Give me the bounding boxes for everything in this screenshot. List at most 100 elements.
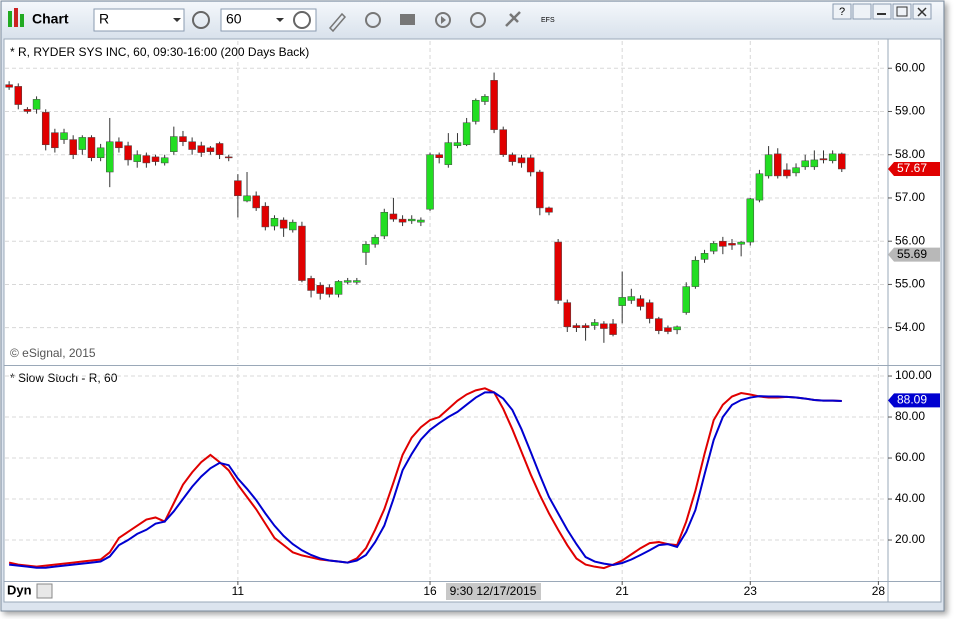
y-tick-label: 80.00 — [895, 409, 925, 423]
maximize-glyph[interactable] — [896, 6, 908, 17]
price-badge-label: 57.67 — [897, 161, 927, 175]
candle-body — [554, 241, 562, 301]
candle-body — [371, 237, 379, 245]
y-tick-label: 60.00 — [895, 450, 925, 464]
stoch-line — [8, 387, 842, 570]
minimize-button[interactable] — [872, 3, 892, 20]
help-button-label[interactable]: ? — [839, 6, 845, 18]
x-tick-label: 16 — [423, 584, 437, 598]
candle-body — [636, 298, 645, 307]
x-tick-label: 28 — [872, 584, 886, 598]
candle-body — [590, 322, 599, 326]
candle-body — [5, 84, 13, 88]
candle-body — [69, 139, 77, 155]
candle-body — [261, 205, 270, 228]
chart-icon — [8, 11, 12, 27]
minimize-glyph[interactable] — [877, 13, 886, 15]
candle-body — [435, 154, 443, 158]
candle-body — [792, 167, 800, 174]
candle-body — [353, 280, 361, 283]
candle-body — [828, 153, 837, 162]
candle-body — [691, 259, 700, 287]
y-tick-label: 100.00 — [895, 368, 932, 382]
candle-body — [773, 153, 782, 177]
price-badge-label: 88.09 — [897, 393, 927, 407]
candle-body — [78, 137, 87, 150]
candle-body — [197, 145, 206, 153]
candle-body — [664, 327, 672, 332]
candle-body — [343, 280, 352, 283]
interval[interactable]: 60 — [226, 11, 242, 27]
candle-body — [783, 169, 791, 177]
copyright: © eSignal, 2015 — [10, 346, 96, 360]
candle-body — [124, 145, 132, 161]
symbol[interactable]: R — [99, 11, 109, 27]
candle-body — [325, 287, 334, 295]
interval-box[interactable] — [220, 8, 317, 32]
price-badge — [888, 393, 940, 408]
study-icon[interactable] — [365, 12, 381, 28]
y-tick-label: 56.00 — [895, 233, 925, 247]
dropdown-arrow[interactable] — [276, 18, 284, 22]
candle-body — [609, 323, 617, 335]
y-tick-label: 59.00 — [895, 104, 925, 118]
candle-body — [481, 96, 489, 102]
candle-body — [508, 154, 517, 162]
lock-icon[interactable] — [36, 583, 53, 599]
maximize-button[interactable] — [892, 3, 912, 20]
price-badge-label: 55.69 — [897, 247, 927, 261]
pin-button[interactable] — [852, 3, 872, 20]
candle-body — [151, 156, 160, 162]
candle-body — [490, 80, 498, 130]
candle-body — [279, 219, 288, 229]
candle-body — [719, 240, 727, 247]
candle-body — [380, 211, 389, 237]
cursor-label-box — [446, 583, 541, 600]
play-icon[interactable] — [441, 16, 446, 24]
draw-icon[interactable] — [328, 12, 347, 33]
help-button[interactable] — [832, 3, 852, 20]
tool-icon[interactable] — [505, 11, 521, 27]
alert-icon[interactable] — [470, 12, 486, 28]
candle-body — [115, 141, 123, 149]
candle-body — [243, 195, 251, 202]
y-tick-label: 55.00 — [895, 277, 925, 291]
candle-body — [755, 173, 764, 201]
candle-body — [398, 218, 407, 223]
candle-body — [801, 160, 809, 168]
footer-mode[interactable]: Dyn — [7, 582, 32, 597]
efs-icon[interactable]: EFS — [541, 17, 555, 24]
candle-body — [444, 142, 453, 165]
candle-body — [728, 243, 736, 246]
symbol-box[interactable] — [93, 8, 185, 32]
candle-body — [737, 241, 745, 245]
candle-body — [462, 122, 471, 146]
candle-body — [499, 129, 507, 155]
candle-body — [316, 285, 324, 294]
candle-body — [160, 157, 169, 164]
candle-body — [581, 325, 590, 328]
clock-icon[interactable] — [293, 11, 311, 29]
candle-body — [627, 296, 636, 301]
chart-icon — [14, 8, 18, 27]
x-tick-label: 21 — [616, 584, 630, 598]
candle-body — [655, 318, 663, 331]
close-glyph[interactable] — [917, 7, 927, 17]
x-tick-label: 23 — [744, 584, 758, 598]
y-tick-label: 57.00 — [895, 190, 925, 204]
dropdown-arrow[interactable] — [173, 18, 181, 22]
settings-icon[interactable] — [192, 11, 210, 29]
candle-body — [142, 155, 151, 164]
candle-body — [298, 225, 306, 281]
candle-body — [536, 171, 544, 209]
play-icon[interactable] — [435, 12, 451, 28]
candle-body — [764, 154, 773, 177]
price-badge — [888, 161, 940, 176]
candle-body — [307, 278, 315, 291]
candle-body — [96, 147, 105, 158]
candle-body — [572, 325, 581, 328]
chart-icon — [20, 14, 24, 27]
get-icon[interactable] — [400, 14, 415, 25]
candle-body — [563, 302, 572, 328]
candle-body — [417, 219, 425, 223]
